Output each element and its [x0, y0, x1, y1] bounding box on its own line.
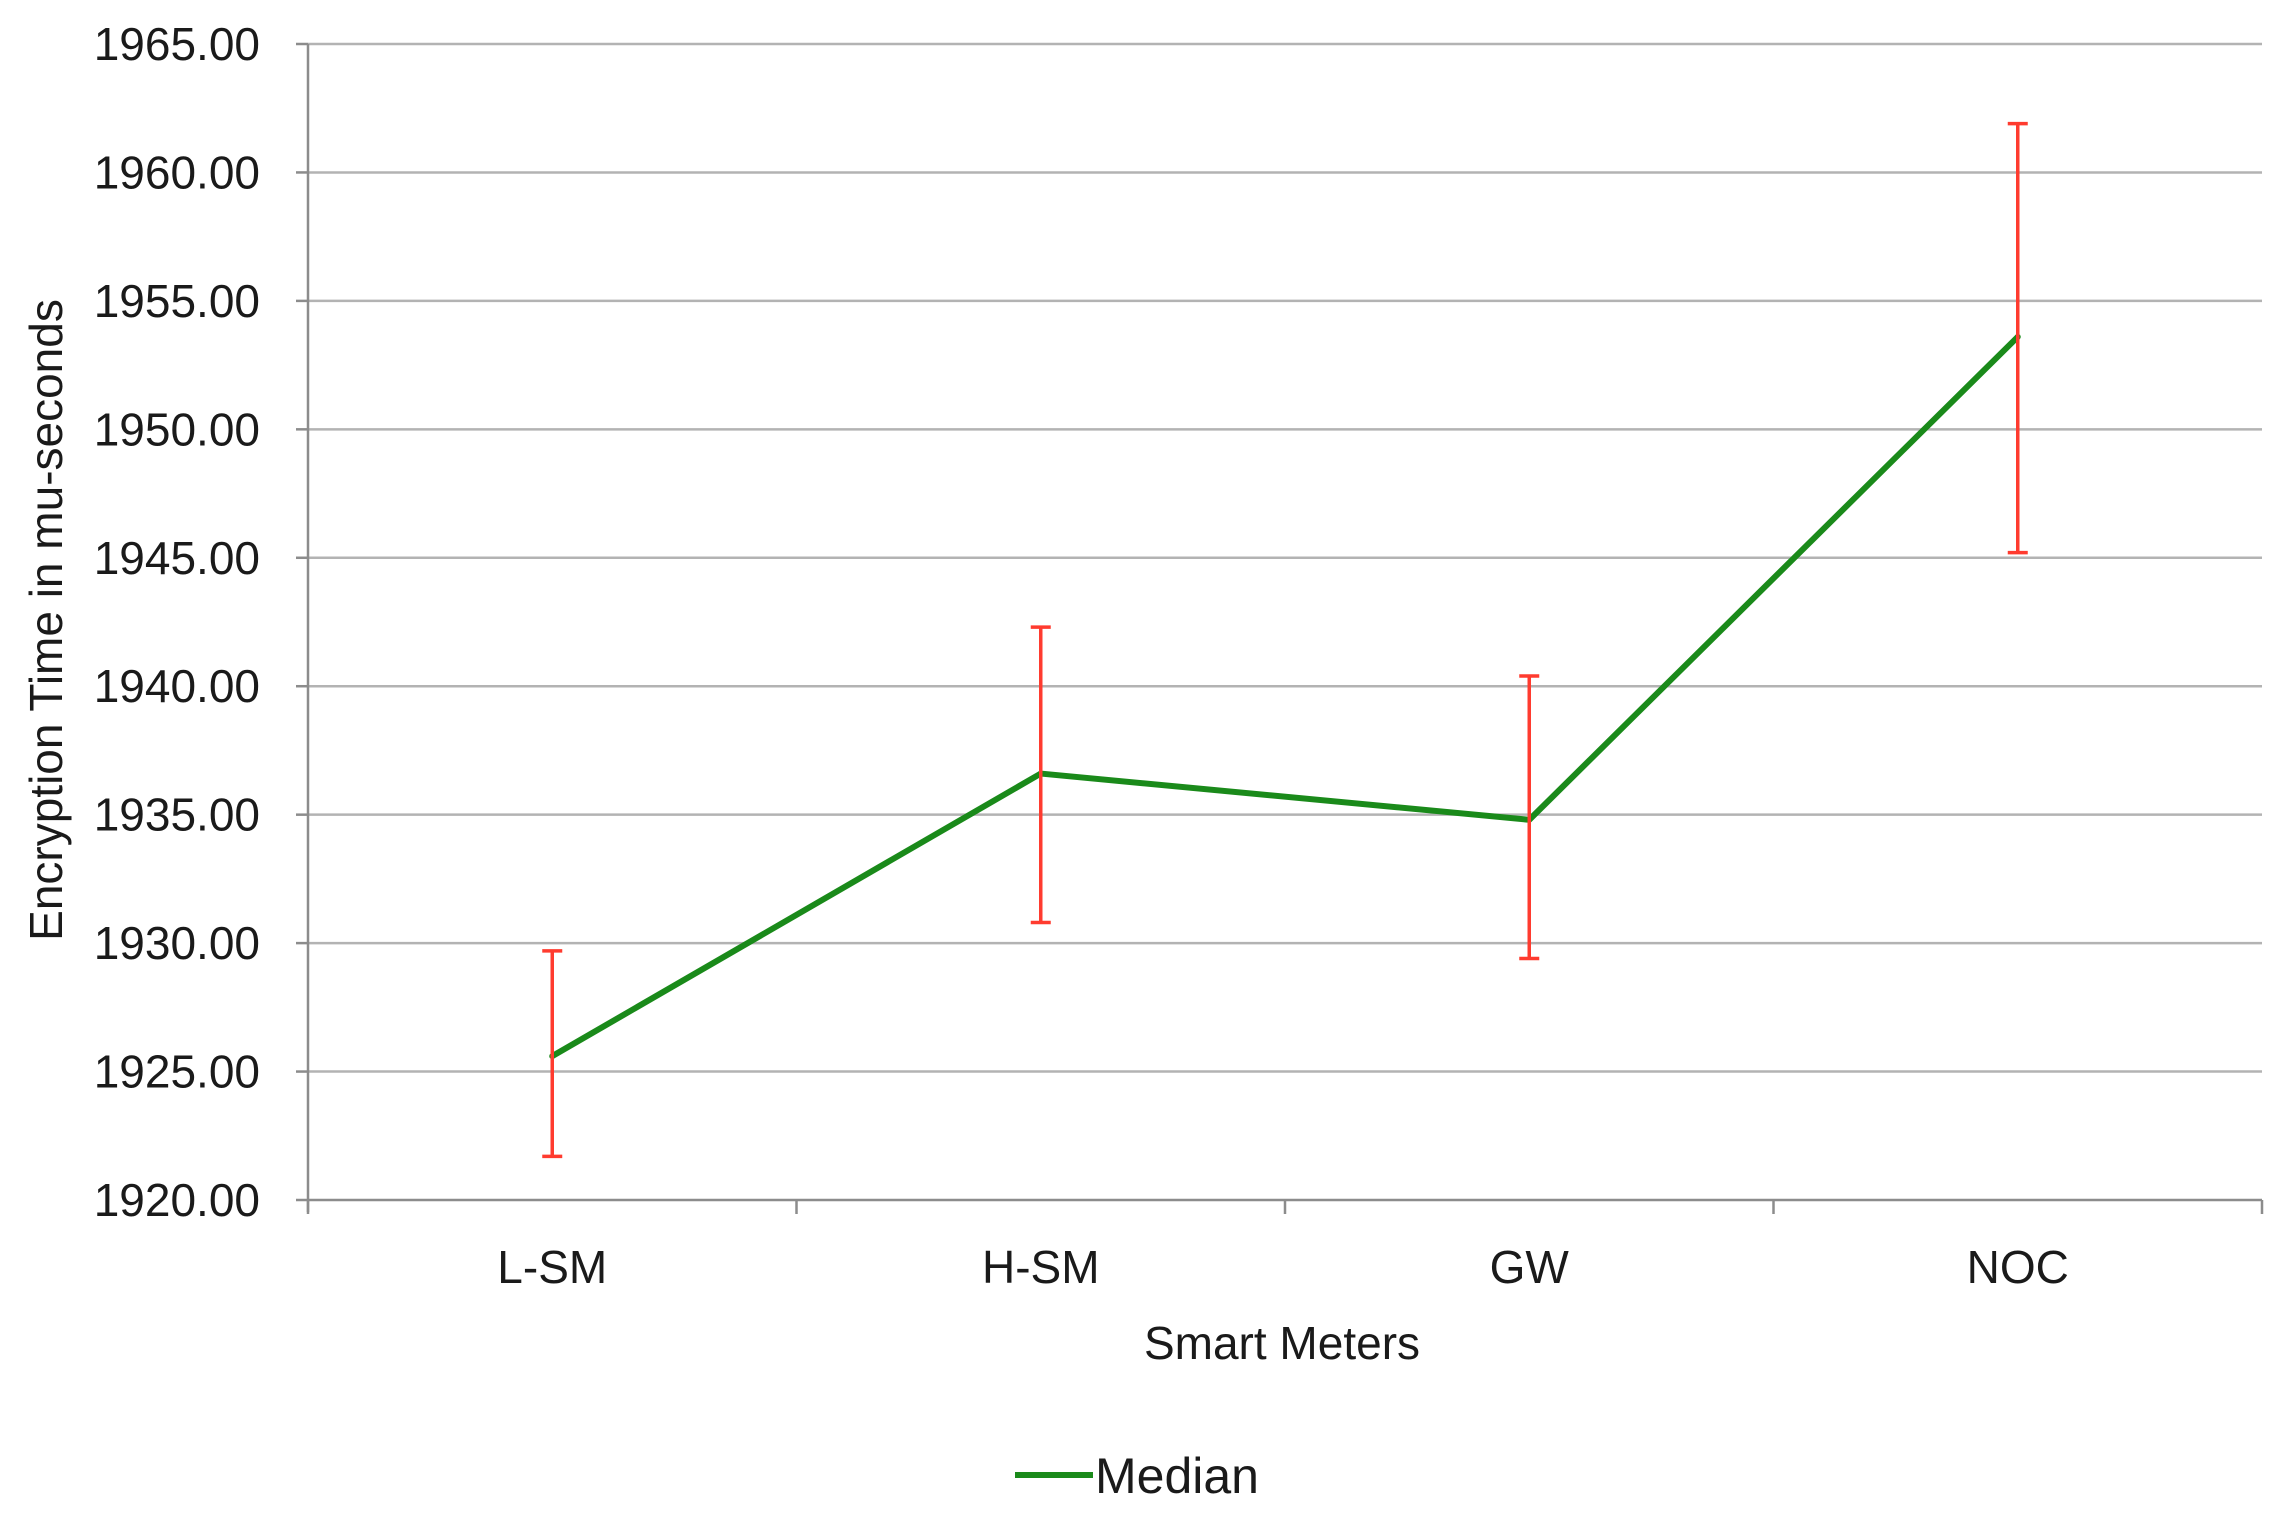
- gridlines: [308, 42, 2262, 1073]
- y-tick-label: 1965.00: [94, 18, 260, 70]
- x-tick-label: L-SM: [497, 1241, 607, 1293]
- x-tick-label: H-SM: [982, 1241, 1100, 1293]
- legend: Median: [1015, 1448, 1259, 1504]
- y-tick-label: 1930.00: [94, 917, 260, 969]
- error-bars: [542, 121, 2028, 1159]
- axes: [296, 42, 2264, 1214]
- series: [549, 333, 2021, 1060]
- series-line-median: [550, 334, 2020, 1059]
- y-tick-label: 1920.00: [94, 1174, 260, 1226]
- x-tick-label: NOC: [1967, 1241, 2069, 1293]
- error-bar: [1030, 625, 1051, 925]
- y-tick-label: 1945.00: [94, 532, 260, 584]
- x-tick-label: GW: [1490, 1241, 1570, 1293]
- error-bar: [1519, 674, 1540, 961]
- y-tick-label: 1925.00: [94, 1046, 260, 1098]
- x-tick-labels: L-SM H-SM GW NOC: [497, 1241, 2069, 1293]
- y-tick-labels: 1920.00 1925.00 1930.00 1935.00 1940.00 1945.…: [94, 18, 260, 1226]
- error-bar: [2007, 121, 2028, 555]
- error-bar: [542, 949, 563, 1159]
- y-tick-label: 1935.00: [94, 789, 260, 841]
- y-tick-label: 1950.00: [94, 403, 260, 455]
- y-tick-label: 1940.00: [94, 660, 260, 712]
- y-tick-label: 1960.00: [94, 146, 260, 198]
- y-tick-label: 1955.00: [94, 275, 260, 327]
- legend-label-median: Median: [1095, 1448, 1259, 1504]
- x-axis-title: Smart Meters: [1144, 1317, 1420, 1369]
- y-axis-title: Encryption Time in mu-seconds: [20, 299, 72, 941]
